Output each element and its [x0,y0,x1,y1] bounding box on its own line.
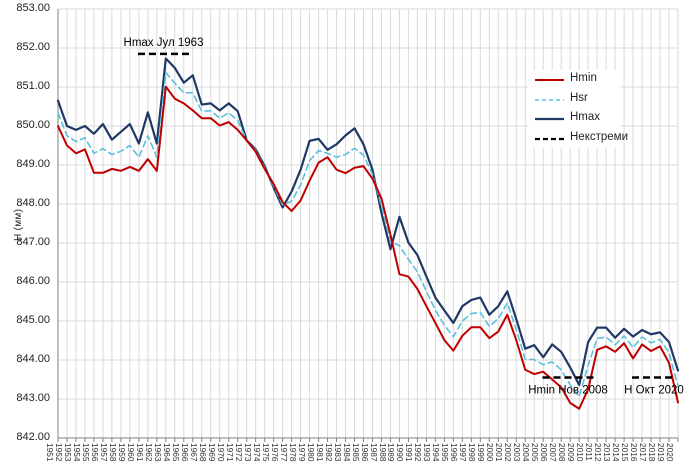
svg-text:H Окт 2020: H Окт 2020 [624,385,684,397]
svg-text:Hmax Јул 1963: Hmax Јул 1963 [124,37,204,49]
svg-text:Hmin Нов 2008: Hmin Нов 2008 [528,385,608,397]
